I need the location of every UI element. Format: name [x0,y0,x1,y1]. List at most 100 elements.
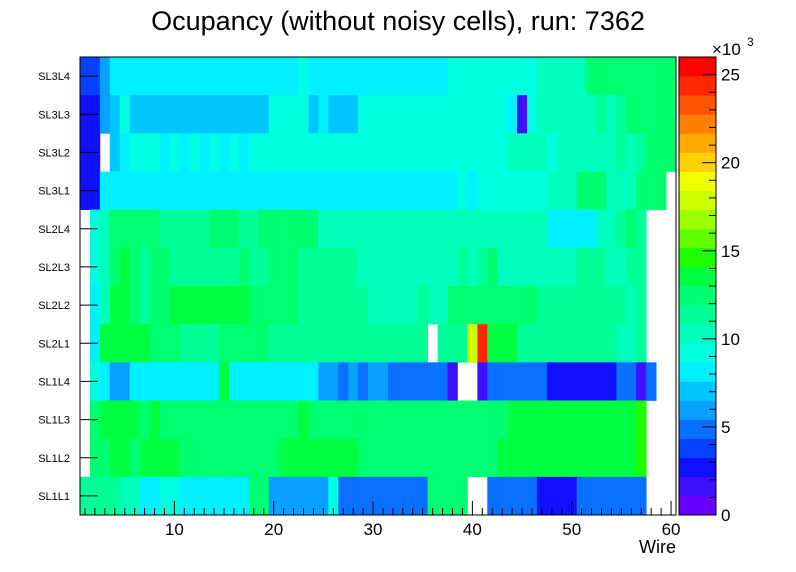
heatmap-cell [457,286,468,325]
heatmap-cell [278,209,289,249]
heatmap-cell [248,476,260,516]
heatmap-cell [467,133,478,172]
heatmap-cell [258,247,270,287]
heatmap-cell [139,247,150,287]
heatmap-cell [616,57,627,96]
heatmap-cell [298,95,309,134]
heatmap-cell [536,438,548,478]
heatmap-cell [278,171,289,211]
heatmap-cell [586,133,597,172]
heatmap-cell [119,133,131,172]
heatmap-cell [288,362,299,401]
heatmap-cell [199,362,210,401]
heatmap-cell [387,95,399,134]
heatmap-cell [268,57,280,96]
heatmap-cell [169,95,180,134]
heatmap-cell [546,247,558,287]
heatmap-cell [318,438,329,478]
heatmap-cell [467,438,478,478]
heatmap-cell [149,57,160,96]
heatmap-cell [169,362,180,401]
heatmap-cell [149,247,160,287]
heatmap-cell [298,133,309,172]
heatmap-cell [179,362,190,401]
heatmap-cell [99,286,111,325]
color-scale-tick-label: 25 [721,66,740,85]
heatmap-cell [278,324,289,363]
heatmap-cell [248,171,260,211]
heatmap-cell [298,476,309,516]
color-scale-multiplier-base: ×10 [712,40,741,59]
heatmap-cell [507,400,518,440]
heatmap-cell [278,286,289,325]
heatmap-cell [536,476,548,516]
heatmap-cell [328,171,339,211]
heatmap-cell [159,209,170,249]
heatmap-cell [139,476,150,516]
heatmap-cell [199,209,210,249]
heatmap-cell [268,133,280,172]
heatmap-cell [149,209,160,249]
heatmap-cell [298,57,309,96]
heatmap-cell [437,95,448,134]
heatmap-cell [527,476,538,516]
heatmap-cell [318,476,329,516]
heatmap-cell [616,286,627,325]
heatmap-cell [546,362,558,401]
x-tick-label: 20 [264,520,283,539]
heatmap-cell [517,400,528,440]
heatmap-cell [308,171,319,211]
color-scale-multiplier: ×10 3 [712,35,754,59]
heatmap-cell [348,171,359,211]
heatmap-cell [368,286,379,325]
heatmap-cell [437,209,448,249]
heatmap-cell [109,171,121,211]
heatmap-cell [159,324,170,363]
color-scale-swatch [679,324,716,344]
heatmap-cell [437,171,448,211]
color-scale-swatch [679,114,716,134]
color-scale-swatch [679,343,716,363]
heatmap-cell [596,286,607,325]
heatmap-cell [447,247,458,287]
heatmap-cell [536,286,548,325]
heatmap-cell [507,438,518,478]
heatmap-cell [636,362,647,401]
heatmap-cell [209,324,220,363]
heatmap-cell [447,209,458,249]
heatmap-cell [576,438,587,478]
heatmap-cell [119,286,131,325]
heatmap-cell [596,209,607,249]
heatmap-cell [566,362,578,401]
heatmap-cell [387,209,399,249]
heatmap-cell [129,133,140,172]
heatmap-cell [606,95,617,134]
heatmap-cell [328,57,339,96]
heatmap-cell [328,324,339,363]
heatmap-cell [238,171,250,211]
heatmap-cell [119,95,131,134]
heatmap-cell [447,476,458,516]
heatmap-cell [566,57,578,96]
heatmap-cell [586,95,597,134]
heatmap-cell [586,400,597,440]
heatmap-cell [99,438,111,478]
color-scale-swatch [679,57,716,77]
heatmap-cell [159,57,170,96]
heatmap-cell [586,171,597,211]
heatmap-cell [129,57,140,96]
heatmap-cell [606,247,617,287]
heatmap-cell [268,476,280,516]
heatmap-cell [596,95,607,134]
heatmap-cell [497,438,508,478]
heatmap-cell [328,247,339,287]
heatmap-cell [437,286,448,325]
heatmap-cell [636,95,647,134]
heatmap-cell [278,247,289,287]
heatmap-cell [119,324,131,363]
color-scale-multiplier-exponent: 3 [747,35,754,49]
heatmap-cell [576,400,587,440]
heatmap-cell [546,95,558,134]
heatmap-cell [447,95,458,134]
heatmap-cell [566,438,578,478]
